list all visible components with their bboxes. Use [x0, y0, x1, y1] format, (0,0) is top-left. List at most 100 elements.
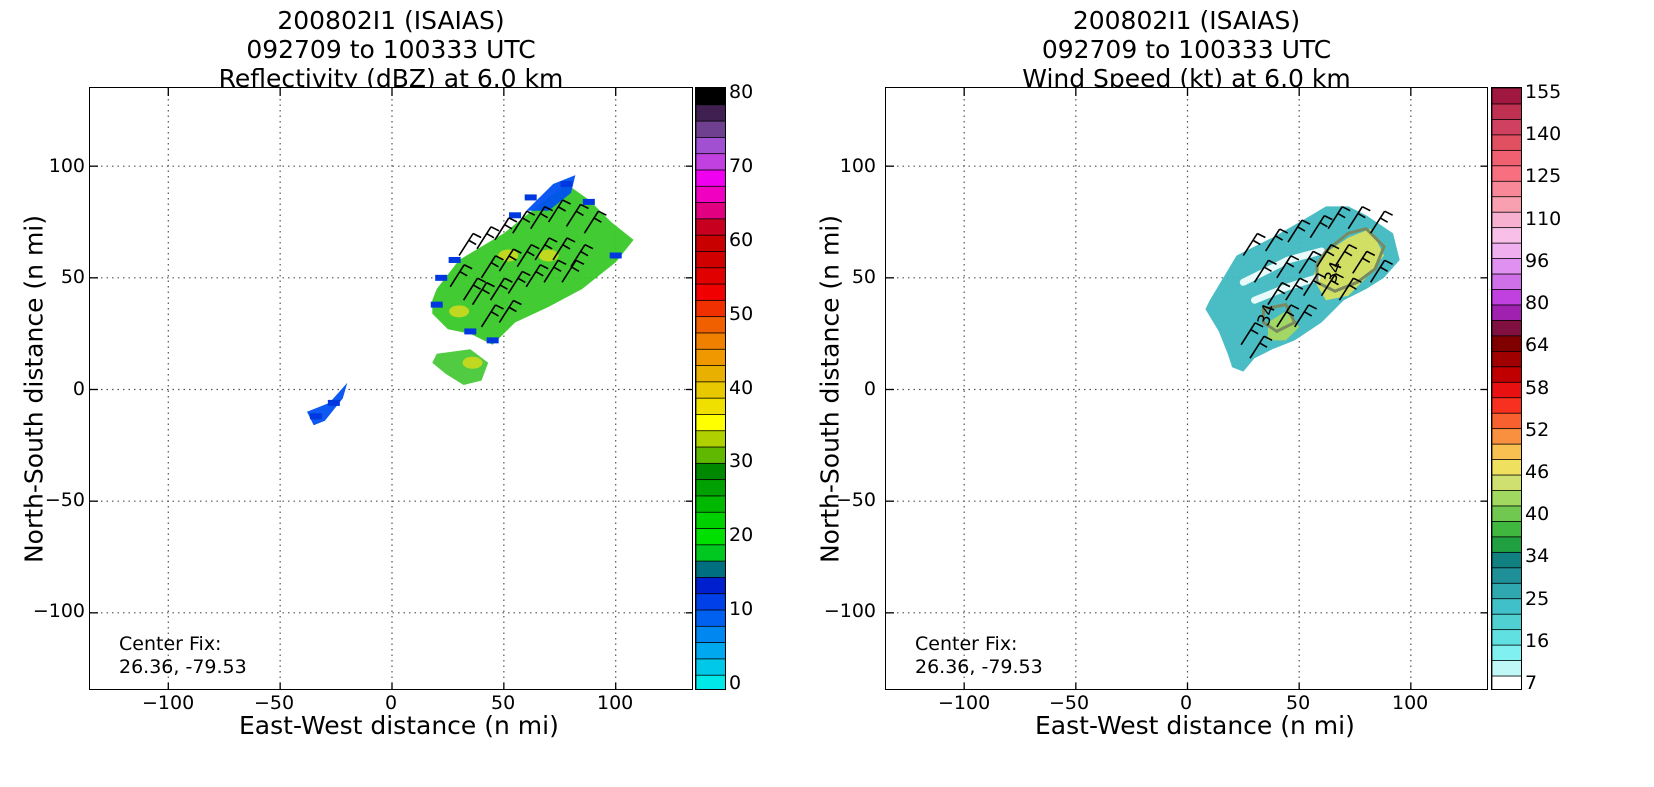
wind-barb: [494, 217, 518, 241]
wind-barb: [1347, 205, 1371, 230]
y-tick-label: 100: [48, 155, 85, 177]
colorbar-swatch: [1492, 133, 1521, 151]
colorbar-tick-label: 40: [729, 376, 754, 399]
wind-barb: [525, 264, 549, 288]
wind-speed-colorbar: [1491, 87, 1522, 690]
wind-barb: [462, 277, 486, 301]
echo-edge-cell: [609, 252, 622, 259]
wind-barb: [1316, 243, 1340, 268]
echo-edge-cell: [464, 328, 477, 335]
echo-edge-cell: [448, 256, 461, 263]
colorbar-swatch: [696, 88, 725, 106]
wind-barb: [570, 243, 594, 268]
reflectivity-core: [462, 356, 483, 369]
colorbar-swatches: [1492, 88, 1521, 689]
wind-barb: [1302, 272, 1326, 297]
x-tick-label: 100: [1392, 692, 1429, 714]
colorbar-swatch: [1492, 535, 1521, 553]
colorbar-swatch: [1492, 350, 1521, 368]
colorbar-tick-label: 7: [1525, 672, 1538, 694]
wind-barb: [534, 237, 558, 261]
echo-edge-cell: [524, 194, 537, 201]
colorbar-swatch: [1492, 211, 1521, 229]
y-tick-label: −50: [44, 489, 85, 511]
x-tick-label: 0: [1180, 692, 1193, 714]
echo-edge-cell: [430, 301, 443, 308]
colorbar-tick-label: 52: [1525, 418, 1550, 441]
colorbar-swatch: [1492, 195, 1521, 213]
reflectivity-core: [449, 305, 470, 318]
wind-barb: [1276, 255, 1300, 279]
colorbar-tick-label: 20: [729, 524, 754, 547]
wind-barb: [1240, 322, 1264, 346]
colorbar-swatch: [1492, 675, 1521, 689]
wind-barb: [1338, 277, 1362, 301]
colorbar-swatch: [1492, 505, 1521, 522]
wind-barb: [1276, 304, 1300, 328]
colorbar-tick-label: 50: [729, 302, 754, 325]
colorbar-swatch: [1492, 644, 1521, 661]
colorbar-tick-label: 80: [729, 81, 754, 103]
colorbar-tick-label: 46: [1525, 460, 1550, 483]
wind-speed-plot-area: 34 34 Center Fix: 26.36, -79.53: [885, 87, 1488, 690]
center-fix-annotation: Center Fix: 26.36, -79.53: [119, 633, 247, 679]
wind-barb: [1267, 281, 1291, 306]
y-tick-label: 0: [72, 378, 85, 400]
wind-barb: [1285, 277, 1309, 301]
y-tick-label: −50: [835, 489, 876, 511]
wind-barb: [1298, 250, 1322, 274]
colorbar-swatch: [1492, 659, 1521, 677]
x-tick-label: −100: [938, 692, 991, 714]
x-tick-label: −50: [254, 692, 295, 714]
colorbar-swatch: [1492, 88, 1521, 105]
colorbar-tick-label: 125: [1525, 165, 1562, 188]
wind-barb: [512, 210, 536, 234]
wind-barb: [1242, 232, 1266, 256]
contour-34kt: [1261, 302, 1297, 334]
colorbar-swatch: [1492, 551, 1521, 569]
echo-edge-cell: [486, 337, 499, 344]
center-fix-annotation: Center Fix: 26.36, -79.53: [915, 633, 1043, 679]
x-tick-label: −50: [1049, 692, 1090, 714]
wind-barb: [1334, 243, 1358, 268]
echo-edge-cell: [435, 274, 448, 281]
wind-barb: [565, 203, 589, 227]
center-fix-coords: 26.36, -79.53: [119, 656, 247, 678]
colorbar-swatch: [1492, 242, 1521, 259]
wind-barb: [1294, 304, 1318, 328]
colorbar-swatch: [1492, 427, 1521, 445]
wind-barb: [543, 259, 567, 283]
reflectivity-map: [90, 88, 692, 689]
colorbar-tick-label: 34: [1525, 545, 1550, 568]
wind-barb: [1253, 259, 1277, 283]
title-line-time: 092709 to 100333 UTC: [246, 35, 536, 64]
wind-barb: [561, 259, 585, 283]
wind-barb: [476, 226, 500, 250]
colorbar-swatch: [1492, 319, 1521, 337]
colorbar-tick-label: 10: [729, 598, 754, 621]
x-axis-title: East-West distance (n mi): [1035, 711, 1355, 740]
colorbar-swatch: [1492, 396, 1521, 414]
wind-barb: [547, 199, 571, 223]
colorbar-swatch: [1492, 304, 1521, 321]
colorbar-swatch: [1492, 334, 1521, 352]
wind-barb: [583, 210, 607, 234]
y-axis-title: North-South distance (n mi): [815, 214, 845, 564]
wind-barb: [480, 304, 504, 328]
data-region-main-echo: [432, 184, 634, 345]
x-axis-title: East-West distance (n mi): [239, 711, 559, 740]
colorbar-swatch: [1492, 613, 1521, 631]
echo-edge-cell: [582, 198, 595, 205]
colorbar-swatch: [1492, 103, 1521, 120]
center-fix-label: Center Fix:: [119, 633, 222, 655]
wind-barb: [1369, 210, 1393, 234]
wind-barb: [489, 277, 513, 301]
colorbar-swatch: [1492, 381, 1521, 399]
colorbar-swatch: [1492, 628, 1521, 646]
echo-edge-cell: [327, 399, 340, 406]
y-tick-label: −100: [823, 600, 876, 622]
wind-barb: [1352, 250, 1376, 274]
wind-barb: [498, 248, 522, 272]
